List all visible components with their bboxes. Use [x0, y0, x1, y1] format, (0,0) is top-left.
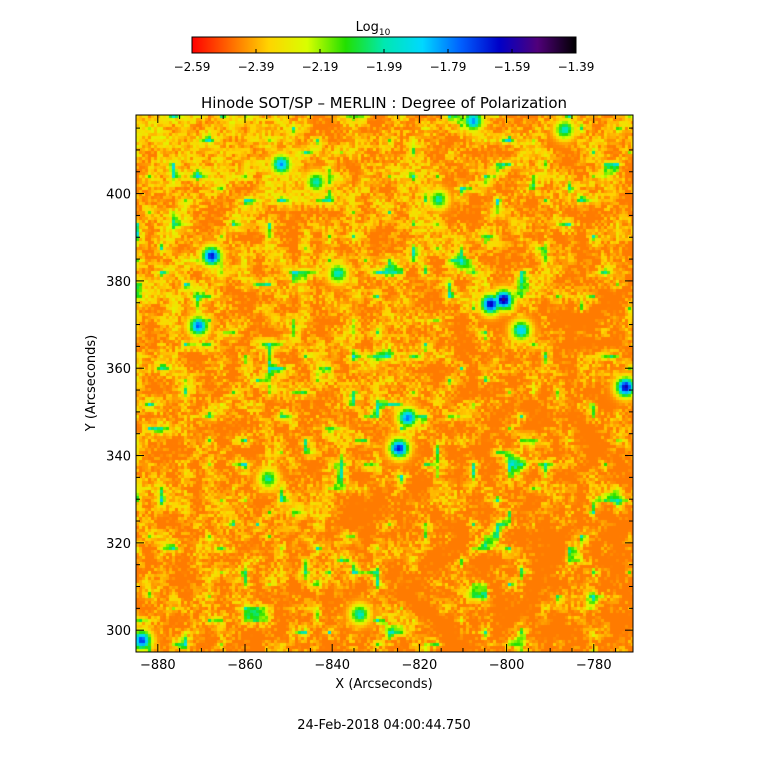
colorbar-ticks: −2.59 −2.39 −2.19 −1.99 −1.79 −1.59 −1.39 — [174, 49, 595, 74]
x-tick-label: −840 — [314, 658, 350, 673]
heatmap-image — [136, 115, 633, 652]
y-tick-label: 360 — [106, 362, 131, 377]
x-tick-label: −800 — [489, 658, 525, 673]
x-tick-label: −780 — [576, 658, 612, 673]
colorbar-label-subscript: 10 — [379, 28, 391, 38]
y-axis-ticks: 300 320 340 360 380 400 — [106, 127, 633, 653]
y-tick-label: 300 — [106, 624, 131, 639]
chart-title: Hinode SOT/SP – MERLIN : Degree of Polar… — [201, 94, 567, 112]
y-axis-label: Y (Arcseconds) — [84, 335, 99, 432]
colorbar-tick-label: −1.59 — [494, 60, 531, 74]
y-tick-label: 320 — [106, 537, 131, 552]
plot-area: −880 −860 −840 −820 −800 −780 300 320 340 360 380… — [106, 114, 634, 673]
colorbar-tick-label: −1.79 — [430, 60, 467, 74]
x-tick-label: −880 — [140, 658, 176, 673]
y-tick-label: 400 — [106, 188, 131, 203]
x-axis-ticks: −880 −860 −840 −820 −800 −780 — [135, 115, 617, 673]
colorbar-tick-label: −2.19 — [302, 60, 339, 74]
colorbar-tick-label: −2.39 — [238, 60, 275, 74]
y-tick-label: 380 — [106, 275, 131, 290]
timestamp: 24-Feb-2018 04:00:44.750 — [297, 718, 471, 733]
colorbar-tick-label: −1.99 — [366, 60, 403, 74]
y-tick-label: 340 — [106, 450, 131, 465]
plot-frame — [135, 114, 634, 653]
x-axis-label: X (Arcseconds) — [335, 677, 432, 692]
colorbar-label: Log10 — [356, 20, 391, 38]
colorbar-tick-label: −2.59 — [174, 60, 211, 74]
x-tick-label: −860 — [227, 658, 263, 673]
x-tick-label: −820 — [402, 658, 438, 673]
colorbar: Log10 −2.59 −2.39 −2.19 −1.99 −1.79 −1.59 −1.3… — [174, 20, 595, 74]
colorbar-tick-label: −1.39 — [558, 60, 595, 74]
